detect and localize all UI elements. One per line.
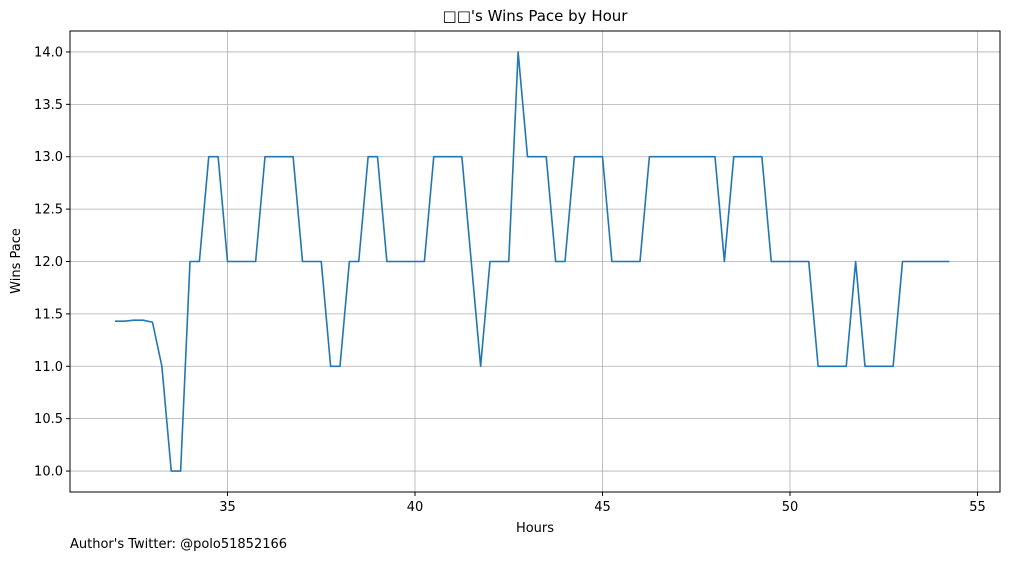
author-twitter-note: Author's Twitter: @polo51852166 [70,537,288,552]
y-tick-label: 10.0 [34,465,63,480]
y-axis-title: Wins Pace [9,228,24,294]
y-tick-label: 14.0 [34,45,63,60]
x-tick-label: 45 [594,500,611,515]
y-tick-label: 10.5 [34,412,63,427]
y-axis: 10.0 10.5 11.0 11.5 12.0 12.5 13.0 13.5 14.0 [34,45,70,480]
y-tick-label: 13.5 [34,98,63,113]
y-tick-label: 11.5 [34,307,63,322]
y-tick-label: 12.5 [34,203,63,218]
wins-pace-line [115,51,950,472]
x-tick-label: 40 [407,500,424,515]
x-axis-title: Hours [516,521,554,536]
x-tick-label: 55 [969,500,986,515]
y-tick-label: 11.0 [34,360,63,375]
chart-title: □□'s Wins Pace by Hour [443,7,629,25]
x-tick-label: 35 [219,500,236,515]
x-tick-label: 50 [782,500,799,515]
grid [70,31,1000,492]
y-tick-label: 13.0 [34,150,63,165]
y-tick-label: 12.0 [34,255,63,270]
x-axis: 35 40 45 50 55 [219,492,986,515]
